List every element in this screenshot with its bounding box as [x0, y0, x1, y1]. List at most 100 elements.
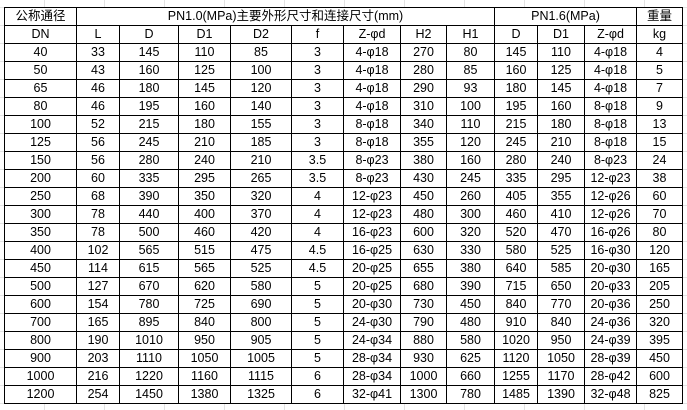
table-cell[interactable]: 270	[400, 43, 447, 62]
table-cell[interactable]: 4-φ18	[343, 97, 401, 116]
column-header[interactable]: D1	[537, 25, 585, 44]
table-cell[interactable]: 1450	[119, 385, 179, 404]
table-cell[interactable]: 3	[291, 115, 344, 134]
table-cell[interactable]: 460	[178, 223, 231, 242]
table-cell[interactable]: 160	[119, 61, 179, 80]
table-cell[interactable]: 8-φ18	[584, 115, 637, 134]
table-cell[interactable]: 60	[636, 187, 683, 206]
table-cell[interactable]: 1220	[119, 367, 179, 386]
table-cell[interactable]: 5	[291, 277, 344, 296]
column-header[interactable]: DN	[4, 25, 77, 44]
table-cell[interactable]: 825	[636, 385, 683, 404]
table-cell[interactable]: 600	[4, 295, 77, 314]
table-cell[interactable]: 38	[636, 169, 683, 188]
table-cell[interactable]: 195	[494, 97, 538, 116]
table-cell[interactable]: 78	[76, 205, 120, 224]
table-cell[interactable]: 50	[4, 61, 77, 80]
table-cell[interactable]: 195	[119, 97, 179, 116]
table-cell[interactable]: 280	[400, 61, 447, 80]
table-cell[interactable]: 4-φ18	[343, 79, 401, 98]
table-cell[interactable]: 460	[494, 205, 538, 224]
column-header[interactable]: D	[119, 25, 179, 44]
table-cell[interactable]: 8-φ23	[343, 169, 401, 188]
table-cell[interactable]: 15	[636, 133, 683, 152]
table-cell[interactable]: 1390	[537, 385, 585, 404]
table-cell[interactable]: 4-φ18	[343, 43, 401, 62]
column-header[interactable]: D	[494, 25, 538, 44]
table-cell[interactable]: 580	[230, 277, 292, 296]
table-cell[interactable]: 28-φ42	[584, 367, 637, 386]
table-cell[interactable]: 4-φ18	[343, 61, 401, 80]
table-cell[interactable]: 330	[446, 241, 495, 260]
table-cell[interactable]: 4-φ18	[584, 79, 637, 98]
table-cell[interactable]: 5	[291, 295, 344, 314]
table-cell[interactable]: 203	[76, 349, 120, 368]
table-cell[interactable]: 3	[291, 79, 344, 98]
table-cell[interactable]: 840	[494, 295, 538, 314]
table-cell[interactable]: 780	[119, 295, 179, 314]
table-cell[interactable]: 145	[119, 43, 179, 62]
table-cell[interactable]: 5	[291, 331, 344, 350]
table-cell[interactable]: 46	[76, 97, 120, 116]
table-cell[interactable]: 730	[400, 295, 447, 314]
table-cell[interactable]: 280	[119, 151, 179, 170]
table-cell[interactable]: 335	[119, 169, 179, 188]
table-cell[interactable]: 300	[4, 205, 77, 224]
table-cell[interactable]: 12-φ26	[584, 205, 637, 224]
table-cell[interactable]: 160	[494, 61, 538, 80]
table-cell[interactable]: 4-φ18	[584, 43, 637, 62]
table-cell[interactable]: 24-φ30	[343, 313, 401, 332]
table-cell[interactable]: 3.5	[291, 151, 344, 170]
table-cell[interactable]: 1000	[4, 367, 77, 386]
table-cell[interactable]: 515	[178, 241, 231, 260]
table-cell[interactable]: 370	[230, 205, 292, 224]
table-cell[interactable]: 450	[4, 259, 77, 278]
table-cell[interactable]: 4	[636, 43, 683, 62]
table-cell[interactable]: 3	[291, 133, 344, 152]
table-cell[interactable]: 1200	[4, 385, 77, 404]
table-cell[interactable]: 85	[230, 43, 292, 62]
table-cell[interactable]: 450	[446, 295, 495, 314]
table-cell[interactable]: 250	[4, 187, 77, 206]
table-cell[interactable]: 102	[76, 241, 120, 260]
table-cell[interactable]: 160	[446, 151, 495, 170]
table-cell[interactable]: 20-φ36	[584, 295, 637, 314]
table-cell[interactable]: 12-φ23	[343, 205, 401, 224]
table-cell[interactable]: 16-φ26	[584, 223, 637, 242]
table-cell[interactable]: 430	[400, 169, 447, 188]
table-cell[interactable]: 295	[178, 169, 231, 188]
table-cell[interactable]: 80	[446, 43, 495, 62]
header-weight[interactable]: 重量	[636, 7, 683, 26]
table-cell[interactable]: 400	[4, 241, 77, 260]
table-cell[interactable]: 16-φ30	[584, 241, 637, 260]
table-cell[interactable]: 790	[400, 313, 447, 332]
table-cell[interactable]: 8-φ18	[343, 133, 401, 152]
table-cell[interactable]: 120	[636, 241, 683, 260]
table-cell[interactable]: 28-φ34	[343, 349, 401, 368]
table-cell[interactable]: 660	[446, 367, 495, 386]
table-cell[interactable]: 475	[230, 241, 292, 260]
table-cell[interactable]: 640	[494, 259, 538, 278]
table-cell[interactable]: 33	[76, 43, 120, 62]
table-cell[interactable]: 300	[446, 205, 495, 224]
table-cell[interactable]: 390	[446, 277, 495, 296]
table-cell[interactable]: 155	[230, 115, 292, 134]
table-cell[interactable]: 1115	[230, 367, 292, 386]
table-cell[interactable]: 770	[537, 295, 585, 314]
table-cell[interactable]: 580	[494, 241, 538, 260]
table-cell[interactable]: 700	[4, 313, 77, 332]
table-cell[interactable]: 470	[537, 223, 585, 242]
table-cell[interactable]: 165	[76, 313, 120, 332]
table-cell[interactable]: 290	[400, 79, 447, 98]
table-cell[interactable]: 600	[636, 367, 683, 386]
table-cell[interactable]: 1010	[119, 331, 179, 350]
table-cell[interactable]: 110	[446, 115, 495, 134]
table-cell[interactable]: 154	[76, 295, 120, 314]
table-cell[interactable]: 355	[537, 187, 585, 206]
column-header[interactable]: H1	[446, 25, 495, 44]
table-cell[interactable]: 910	[494, 313, 538, 332]
column-header[interactable]: Z-φd	[584, 25, 637, 44]
table-cell[interactable]: 93	[446, 79, 495, 98]
table-cell[interactable]: 165	[636, 259, 683, 278]
table-cell[interactable]: 180	[119, 79, 179, 98]
